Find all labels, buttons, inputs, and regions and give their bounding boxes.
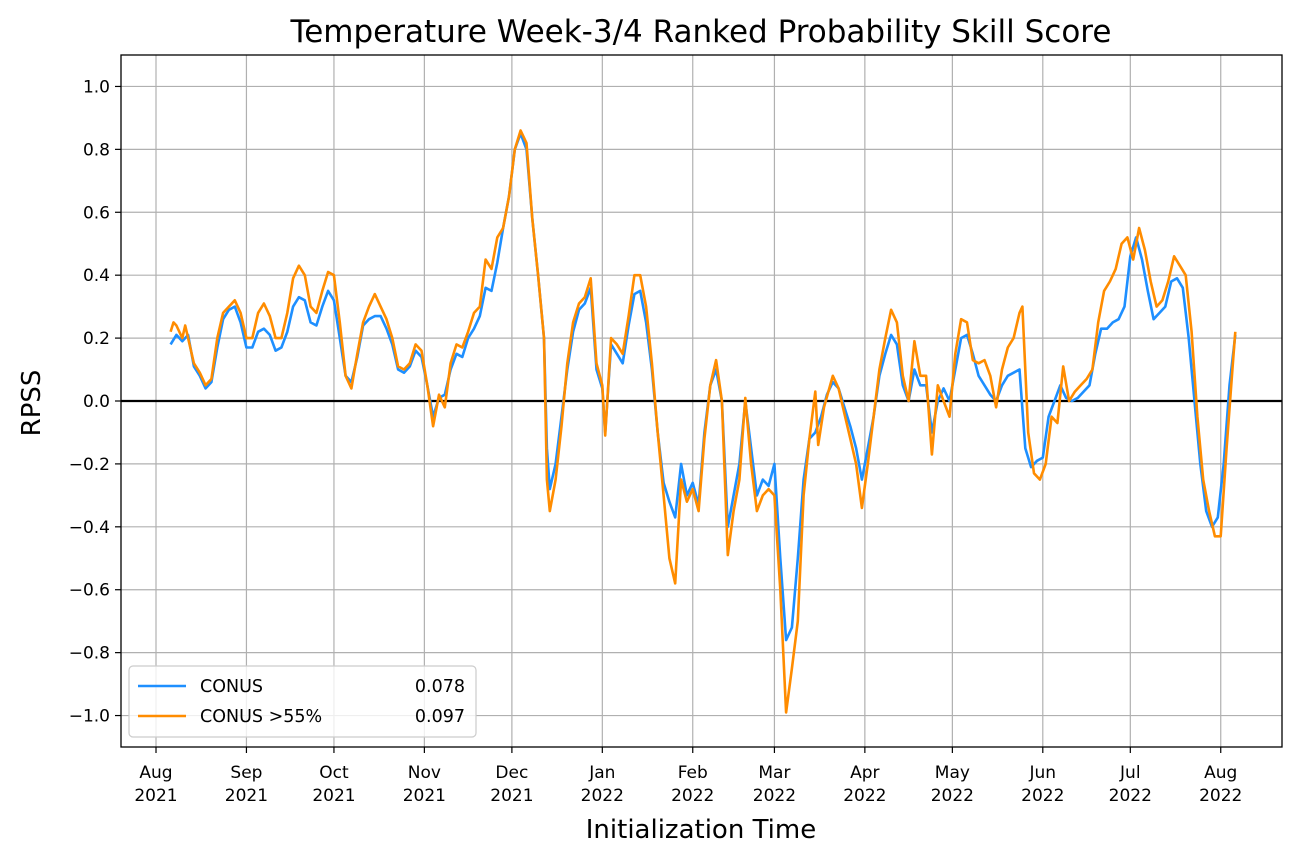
x-tick-month-label: Jun: [1029, 763, 1057, 783]
x-tick-month-label: Oct: [319, 763, 349, 783]
x-tick-year-label: 2021: [490, 786, 533, 806]
x-tick-year-label: 2022: [1021, 786, 1064, 806]
legend-value-conus-55: 0.097: [415, 707, 465, 727]
y-tick-label: 0.0: [83, 392, 110, 412]
chart-title: Temperature Week-3/4 Ranked Probability …: [290, 14, 1112, 50]
x-tick-year-label: 2022: [843, 786, 886, 806]
x-tick-month-label: Jul: [1119, 763, 1141, 783]
x-tick-month-label: Aug: [1204, 763, 1237, 783]
y-tick-label: 0.6: [83, 203, 110, 223]
y-tick-label: −0.6: [69, 581, 110, 601]
y-tick-label: −0.8: [69, 644, 110, 664]
x-tick-month-label: May: [935, 763, 970, 783]
x-tick-month-label: Apr: [850, 763, 879, 783]
legend: CONUS 0.078 CONUS >55% 0.097: [128, 665, 477, 738]
y-axis-label: RPSS: [17, 370, 47, 437]
legend-label-conus-55: CONUS >55%: [200, 707, 322, 727]
x-axis-label: Initialization Time: [586, 815, 816, 845]
series-line-conus-55: [169, 129, 1237, 714]
series-lines: [169, 129, 1237, 714]
x-tick-month-label: Sep: [230, 763, 262, 783]
x-tick-year-label: 2021: [134, 786, 177, 806]
legend-value-conus: 0.078: [415, 677, 465, 697]
y-tick-label: −1.0: [69, 707, 110, 727]
x-tick-year-label: 2022: [931, 786, 974, 806]
x-tick-year-label: 2021: [403, 786, 446, 806]
y-tick-label: 0.2: [83, 329, 110, 349]
axis-ticks: 1.0 0.8 0.6 0.4 0.2 0.0 −0.2 −0.4 −0.6 −0.8 −1.0 Au…: [69, 77, 1243, 806]
series-line-conus: [169, 132, 1237, 642]
x-tick-month-label: Aug: [139, 763, 172, 783]
y-tick-label: −0.4: [69, 518, 110, 538]
x-tick-year-label: 2021: [312, 786, 355, 806]
x-tick-month-label: Dec: [495, 763, 528, 783]
x-tick-year-label: 2022: [671, 786, 714, 806]
x-tick-year-label: 2021: [225, 786, 268, 806]
y-tick-label: −0.2: [69, 455, 110, 475]
legend-label-conus: CONUS: [200, 677, 263, 697]
x-tick-year-label: 2022: [1199, 786, 1242, 806]
x-tick-month-label: Mar: [758, 763, 790, 783]
y-tick-label: 0.4: [83, 266, 110, 286]
legend-box: [128, 665, 477, 738]
y-tick-label: 1.0: [83, 77, 110, 97]
x-tick-month-label: Feb: [678, 763, 708, 783]
x-tick-year-label: 2022: [753, 786, 796, 806]
x-tick-year-label: 2022: [581, 786, 624, 806]
y-tick-label: 0.8: [83, 140, 110, 160]
x-tick-month-label: Nov: [408, 763, 441, 783]
x-tick-month-label: Jan: [588, 763, 615, 783]
x-tick-year-label: 2022: [1109, 786, 1152, 806]
